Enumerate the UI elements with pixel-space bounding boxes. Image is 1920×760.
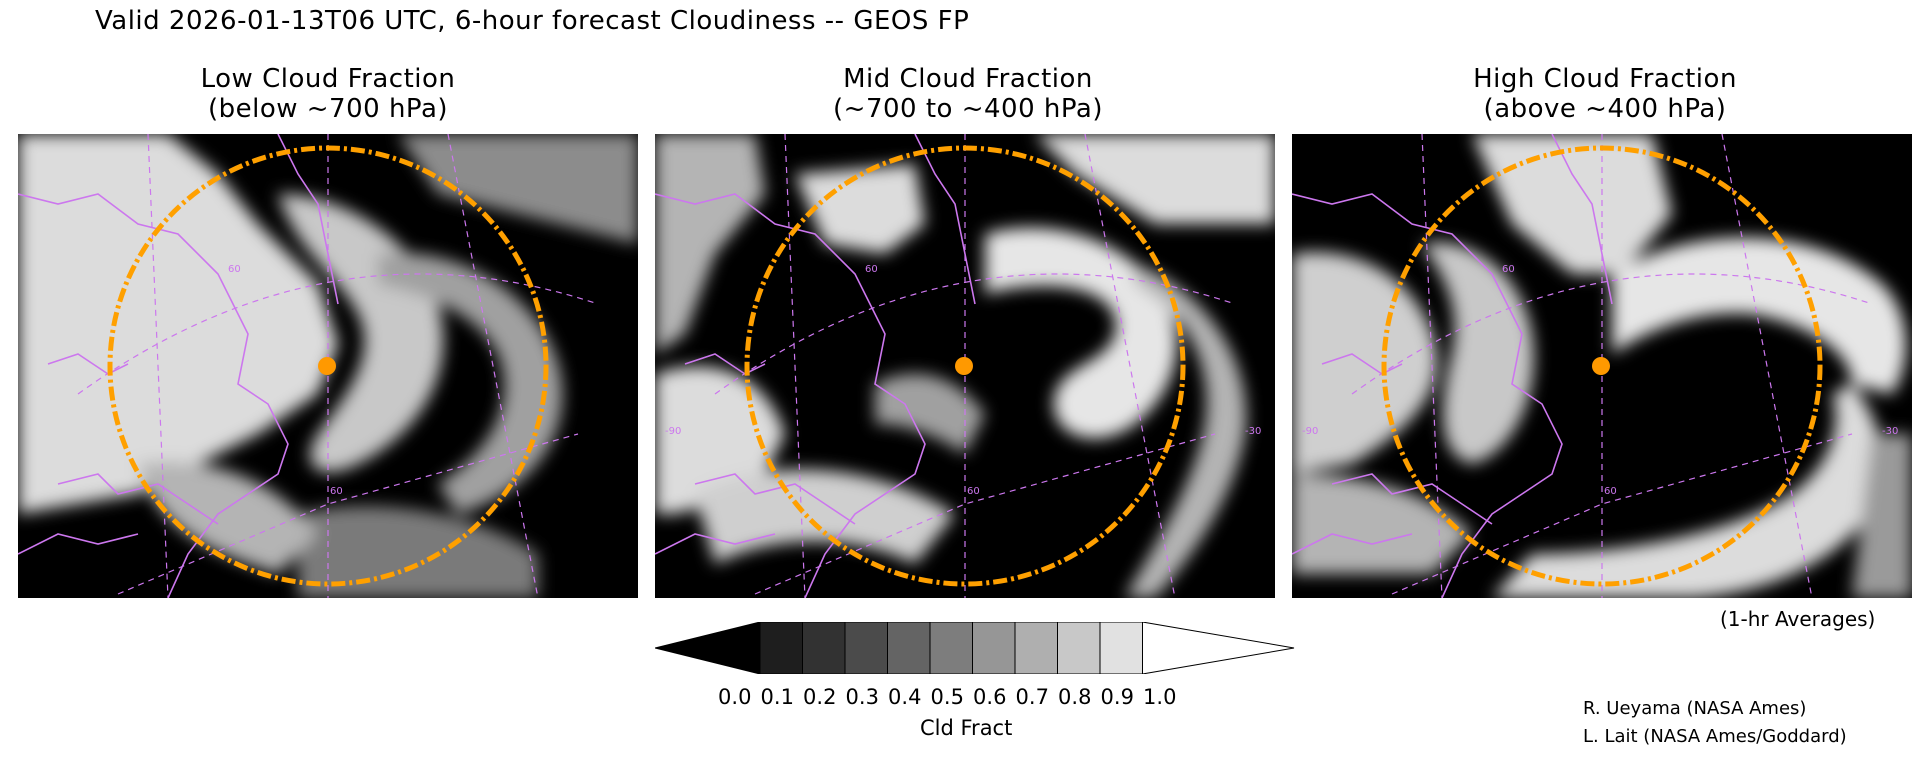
colorbar-extend-low [655, 622, 761, 674]
figure-title: Valid 2026-01-13T06 UTC, 6-hour forecast… [95, 6, 970, 36]
colorbar-bin [887, 622, 931, 674]
panel-title-high-line1: High Cloud Fraction [1473, 64, 1737, 94]
map-panel-high: 60 60 -90 -30 [1292, 134, 1912, 598]
colorbar-extend-high [1142, 622, 1295, 674]
lon-label-west: -90 [1302, 426, 1318, 437]
colorbar-bin [759, 622, 803, 674]
colorbar-tick-label: 0.2 [803, 685, 837, 709]
colorbar-tick-label: 0.0 [718, 685, 752, 709]
colorbar-tick-label: 1.0 [1143, 685, 1177, 709]
colorbar-tick-label: 0.6 [973, 685, 1007, 709]
location-marker [955, 357, 973, 375]
lon-label: 60 [967, 486, 980, 497]
location-marker [318, 357, 336, 375]
colorbar-bin [802, 622, 846, 674]
credit-2: L. Lait (NASA Ames/Goddard) [1583, 726, 1847, 747]
colorbar-bin [972, 622, 1016, 674]
averaging-note: (1-hr Averages) [1720, 607, 1876, 631]
colorbar-tick-label: 0.7 [1015, 685, 1049, 709]
cloud-field [18, 134, 638, 598]
lon-label: 60 [1604, 486, 1617, 497]
lon-label: 60 [330, 486, 343, 497]
location-marker [1592, 357, 1610, 375]
lon-label-east: -30 [1882, 426, 1898, 437]
colorbar-bin [929, 622, 973, 674]
range-ring [744, 145, 1186, 587]
coastlines [655, 134, 976, 598]
colorbar-label: Cld Fract [920, 716, 1013, 740]
colorbar-tick-label: 0.1 [760, 685, 794, 709]
colorbar-tick-label: 0.5 [930, 685, 964, 709]
colorbar-tick-label: 0.8 [1058, 685, 1092, 709]
colorbar-tick-label: 0.4 [888, 685, 922, 709]
map-panel-mid: 60 60 -90 -30 [655, 134, 1275, 598]
panel-title-low: Low Cloud Fraction (below ~700 hPa) [18, 64, 638, 124]
panel-title-high: High Cloud Fraction (above ~400 hPa) [1295, 64, 1915, 124]
map-panel-low: 60 60 [18, 134, 638, 598]
range-ring [1381, 145, 1823, 587]
colorbar-bin [1099, 622, 1143, 674]
colorbar-tick-label: 0.3 [845, 685, 879, 709]
colorbar-bin [844, 622, 888, 674]
credit-1: R. Ueyama (NASA Ames) [1583, 698, 1807, 719]
colorbar [655, 622, 1295, 674]
colorbar-bin [1057, 622, 1101, 674]
lon-label-east: -30 [1245, 426, 1261, 437]
lat-label: 60 [1502, 264, 1515, 275]
panel-title-mid-line1: Mid Cloud Fraction [843, 64, 1093, 94]
panel-title-mid-line2: (~700 to ~400 hPa) [833, 94, 1103, 124]
panel-title-high-line2: (above ~400 hPa) [1483, 94, 1727, 124]
lon-label-west: -90 [665, 426, 681, 437]
panel-title-mid: Mid Cloud Fraction (~700 to ~400 hPa) [658, 64, 1278, 124]
panel-title-low-line2: (below ~700 hPa) [207, 94, 449, 124]
lat-label: 60 [228, 264, 241, 275]
colorbar-bin [1014, 622, 1058, 674]
coastlines [1292, 134, 1613, 598]
coastlines [18, 134, 339, 598]
range-ring [107, 145, 549, 587]
colorbar-tick-label: 0.9 [1100, 685, 1134, 709]
panel-title-low-line1: Low Cloud Fraction [200, 64, 456, 94]
lat-label: 60 [865, 264, 878, 275]
